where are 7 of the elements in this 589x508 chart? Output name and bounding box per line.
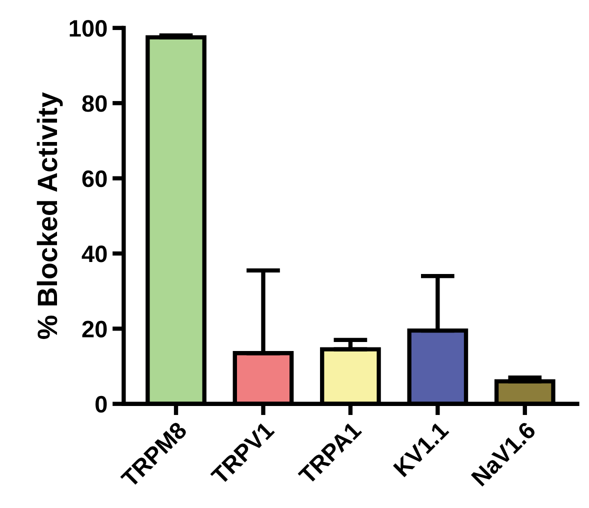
y-tick-label: 100 [70,20,107,37]
y-tick-label: 20 [82,320,107,338]
y-tick-label: 60 [82,170,107,188]
y-tick-label: 80 [82,95,107,112]
y-tick-label: 0 [96,396,107,413]
y-axis-title: % Blocked Activity [36,92,63,339]
y-tick-label: 40 [82,246,107,262]
